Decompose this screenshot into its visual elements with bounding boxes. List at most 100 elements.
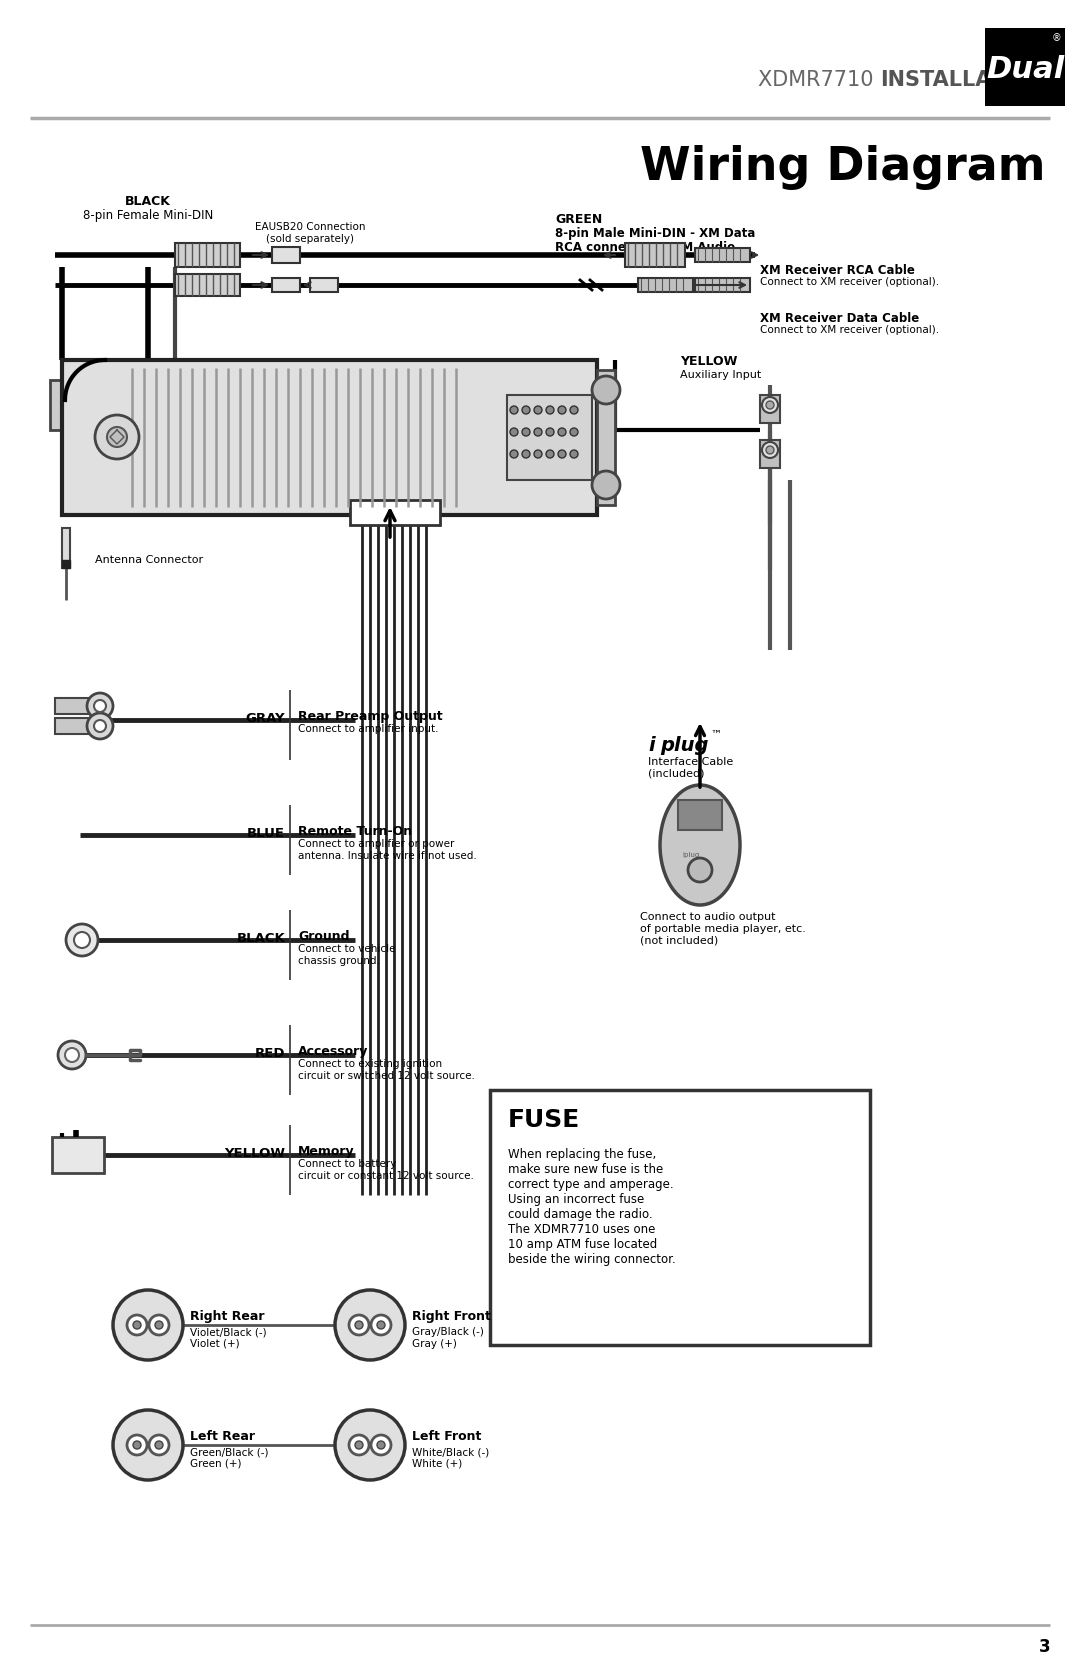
Circle shape [95,416,139,459]
Circle shape [377,1320,384,1329]
Circle shape [558,451,566,457]
Text: Connect to existing ignition
circuit or switched 12 volt source.: Connect to existing ignition circuit or … [298,1060,475,1080]
Bar [985,28,1065,107]
Bar [62,361,597,516]
Text: GRAY: GRAY [245,713,285,724]
Text: Dual: Dual [986,55,1064,85]
Text: Connect to battery
circuit or constant 12 volt source.: Connect to battery circuit or constant 1… [298,1158,474,1180]
Circle shape [546,451,554,457]
Ellipse shape [660,784,740,905]
Bar [55,718,100,734]
Circle shape [510,406,518,414]
Bar [350,501,440,526]
Bar [52,1137,104,1173]
Text: Green/Black (-)
Green (+): Green/Black (-) Green (+) [190,1447,269,1469]
Text: GREEN: GREEN [555,214,603,225]
Circle shape [592,471,620,499]
Text: ®: ® [1051,33,1061,43]
Text: Connect to amplifier or power
antenna. Insulate wire if not used.: Connect to amplifier or power antenna. I… [298,840,476,861]
Circle shape [546,427,554,436]
Text: Left Front: Left Front [411,1430,482,1444]
Circle shape [534,451,542,457]
Text: White/Black (-)
White (+): White/Black (-) White (+) [411,1447,489,1469]
Circle shape [113,1290,183,1360]
Bar [175,274,240,295]
Text: INSTALLATION: INSTALLATION [880,70,1047,90]
Circle shape [522,427,530,436]
Bar [696,249,750,262]
Circle shape [107,427,127,447]
Bar [272,247,300,264]
Circle shape [349,1315,369,1335]
Circle shape [592,376,620,404]
Circle shape [510,451,518,457]
Circle shape [66,925,98,956]
Circle shape [65,1048,79,1061]
Circle shape [156,1440,163,1449]
Text: Connect to XM receiver (optional).: Connect to XM receiver (optional). [760,325,940,335]
Bar [507,396,592,481]
Text: BLUE: BLUE [247,828,285,840]
Text: Connect to XM receiver (optional).: Connect to XM receiver (optional). [760,277,940,287]
Circle shape [522,406,530,414]
Text: i: i [648,736,654,754]
Circle shape [558,406,566,414]
Text: Remote Turn-On: Remote Turn-On [298,824,413,838]
Bar [490,1090,870,1345]
Text: 8-pin Female Mini-DIN: 8-pin Female Mini-DIN [83,209,213,222]
Circle shape [87,693,113,719]
Text: RCA connectors - XM Audio: RCA connectors - XM Audio [555,240,735,254]
Circle shape [355,1440,363,1449]
Circle shape [534,406,542,414]
Circle shape [570,451,578,457]
Circle shape [149,1315,168,1335]
Text: Rear Preamp Output: Rear Preamp Output [298,709,443,723]
Text: Violet/Black (-)
Violet (+): Violet/Black (-) Violet (+) [190,1327,267,1349]
Text: Connect to vehicle
chassis ground.: Connect to vehicle chassis ground. [298,945,395,966]
Circle shape [133,1440,141,1449]
Text: FUSE: FUSE [508,1108,580,1132]
Text: Connect to audio output
of portable media player, etc.
(not included): Connect to audio output of portable medi… [640,911,806,945]
Bar [638,279,693,292]
Text: iplug: iplug [681,851,699,858]
Bar [760,441,780,467]
Bar [310,279,338,292]
Circle shape [558,427,566,436]
Circle shape [522,451,530,457]
Text: YELLOW: YELLOW [224,1147,285,1160]
Circle shape [335,1410,405,1480]
Text: XDMR7710: XDMR7710 [758,70,880,90]
Text: Left Rear: Left Rear [190,1430,255,1444]
Text: Right Front: Right Front [411,1310,491,1324]
Bar [355,516,435,1195]
Text: 3: 3 [1038,1637,1050,1656]
Text: +: + [83,1150,97,1168]
Circle shape [510,427,518,436]
Circle shape [156,1320,163,1329]
Circle shape [766,446,774,454]
Circle shape [534,427,542,436]
Circle shape [94,719,106,733]
Text: Connect to amplifier input.: Connect to amplifier input. [298,724,438,734]
Circle shape [546,406,554,414]
Circle shape [87,713,113,739]
Circle shape [349,1435,369,1455]
Circle shape [355,1320,363,1329]
Text: RED: RED [255,1046,285,1060]
Bar [62,561,70,567]
Text: Interface Cable
(included): Interface Cable (included) [648,758,733,779]
Circle shape [372,1435,391,1455]
Text: XM Receiver RCA Cable: XM Receiver RCA Cable [760,264,915,277]
Circle shape [335,1290,405,1360]
Circle shape [372,1315,391,1335]
Text: YELLOW: YELLOW [680,355,738,367]
Text: Memory: Memory [298,1145,354,1158]
Bar [597,371,615,506]
Text: BLACK: BLACK [125,195,171,209]
Text: Wiring Diagram: Wiring Diagram [639,145,1045,190]
Bar [62,527,70,567]
Circle shape [58,1041,86,1070]
Text: BLACK: BLACK [237,931,285,945]
Text: Accessory: Accessory [298,1045,368,1058]
Circle shape [570,427,578,436]
